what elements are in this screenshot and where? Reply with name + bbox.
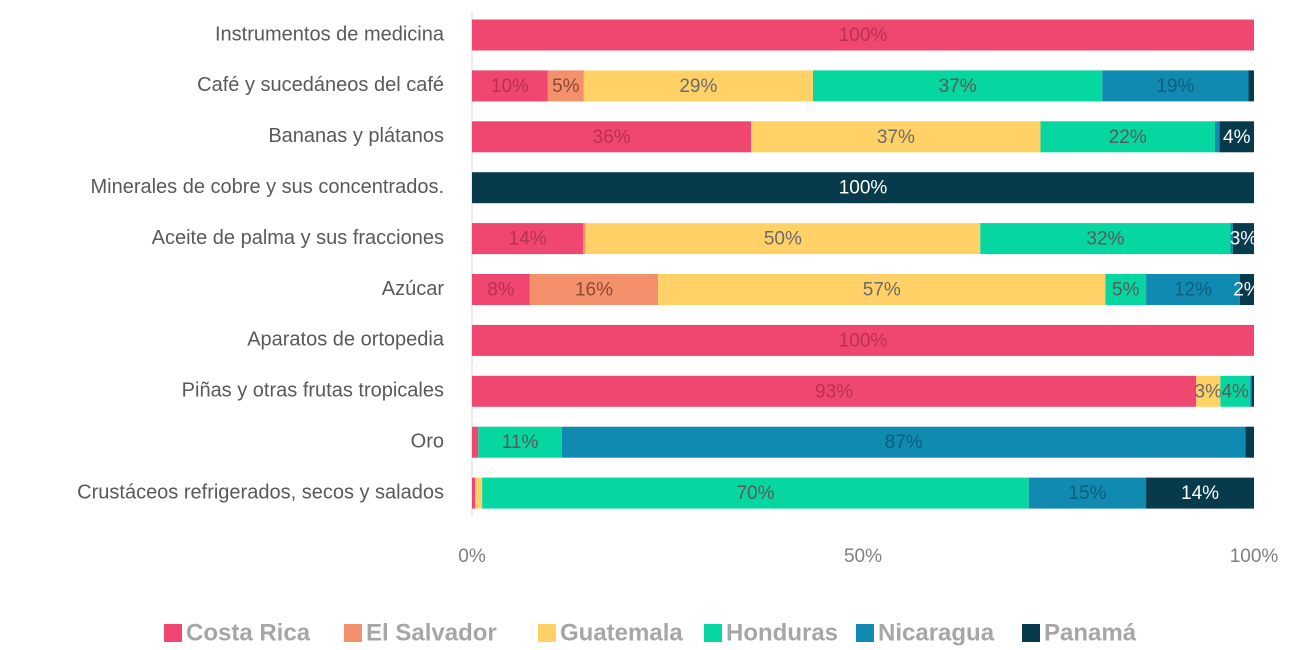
bar-segment: [1196, 375, 1221, 407]
data-label: 12%: [1174, 280, 1212, 301]
category-label: Aparatos de ortopedia: [247, 329, 445, 351]
bar-segment: [812, 70, 1103, 102]
data-label: 37%: [939, 76, 977, 97]
data-label: 37%: [877, 127, 915, 148]
bar-segment: [475, 477, 483, 509]
data-label: 57%: [863, 280, 901, 301]
bar-segment: [472, 172, 1254, 204]
bar-segment: [1245, 426, 1254, 458]
legend-label: Nicaragua: [878, 619, 995, 646]
bar-segment: [1214, 121, 1220, 153]
category-label: Aceite de palma y sus fracciones: [152, 227, 444, 249]
bar-segment: [585, 223, 981, 255]
bar-segment: [472, 324, 1254, 356]
bar-segment: [1219, 121, 1254, 153]
bar-segment: [1239, 274, 1254, 305]
bar-segment: [751, 121, 1041, 153]
legend-label: Panamá: [1044, 619, 1137, 646]
data-label: 93%: [815, 381, 853, 402]
legend-label: Honduras: [726, 619, 838, 646]
data-label: 14%: [509, 229, 547, 250]
bar-segment: [482, 477, 1029, 509]
data-label: 11%: [502, 432, 539, 453]
category-label: Oro: [411, 430, 444, 452]
bar-segment: [472, 223, 584, 255]
x-tick-label: 0%: [458, 546, 486, 567]
data-label: 15%: [1068, 483, 1106, 504]
bar-segment: [561, 426, 1246, 458]
x-tick-label: 50%: [844, 546, 882, 567]
bar-segment: [1251, 375, 1254, 407]
legend-label: Guatemala: [560, 619, 683, 646]
category-label: Minerales de cobre y sus concentrados.: [90, 176, 444, 198]
data-label: 36%: [593, 127, 631, 148]
bar-segment: [1040, 121, 1215, 153]
legend-label: El Salvador: [366, 619, 497, 646]
data-label: 3%: [1195, 381, 1223, 402]
bar-segment: [1102, 70, 1249, 102]
bar-segment: [583, 70, 813, 102]
legend-swatch: [538, 624, 556, 642]
data-label: 16%: [575, 280, 613, 301]
data-label: 10%: [491, 76, 529, 97]
data-label: 4%: [1221, 381, 1249, 402]
bar-segment: [472, 121, 752, 153]
legend-label: Costa Rica: [186, 619, 311, 646]
bar-segment: [1250, 375, 1252, 407]
bar-segment: [1232, 223, 1254, 255]
data-label: 4%: [1223, 127, 1251, 148]
bar-segment: [583, 223, 586, 255]
bar-segment: [472, 274, 530, 305]
data-label: 2%: [1233, 280, 1261, 301]
bar-segment: [472, 426, 479, 458]
category-label: Café y sucedáneos del café: [197, 74, 444, 96]
data-label: 100%: [839, 178, 888, 199]
bar-segment: [472, 19, 1254, 51]
bar-segment: [472, 70, 548, 102]
bar-segment: [1220, 375, 1251, 407]
data-label: 100%: [839, 25, 888, 46]
bar-segment: [472, 477, 476, 509]
bar-segment: [1248, 70, 1254, 102]
bar-segment: [547, 70, 584, 102]
category-label: Azúcar: [382, 278, 445, 300]
data-label: 5%: [1112, 280, 1140, 301]
category-label: Piñas y otras frutas tropicales: [182, 380, 444, 402]
category-label: Instrumentos de medicina: [215, 23, 445, 45]
data-label: 50%: [764, 229, 802, 250]
legend-swatch: [164, 624, 182, 642]
data-label: 22%: [1109, 127, 1147, 148]
bar-segment: [1105, 274, 1147, 305]
data-label: 70%: [736, 483, 774, 504]
data-label: 19%: [1156, 76, 1194, 97]
data-label: 87%: [885, 432, 923, 453]
category-label: Bananas y plátanos: [268, 125, 444, 147]
bar-segment: [658, 274, 1106, 305]
legend-swatch: [1022, 624, 1040, 642]
bar-segment: [529, 274, 659, 305]
bar-segment: [478, 426, 562, 458]
legend-swatch: [704, 624, 722, 642]
data-label: 8%: [487, 280, 515, 301]
legend-swatch: [344, 624, 362, 642]
bar-segment: [1146, 477, 1254, 509]
bar-segment: [1146, 274, 1240, 305]
data-label: 5%: [552, 76, 580, 97]
bar-segment: [980, 223, 1231, 255]
bar-segment: [472, 375, 1197, 407]
data-label: 14%: [1181, 483, 1219, 504]
data-label: 100%: [839, 330, 888, 351]
data-label: 32%: [1086, 229, 1124, 250]
bar-segment: [1230, 223, 1233, 255]
bar-segment: [1028, 477, 1147, 509]
category-label: Crustáceos refrigerados, secos y salados: [77, 481, 444, 503]
data-label: 29%: [679, 76, 717, 97]
legend-swatch: [856, 624, 874, 642]
data-label: 3%: [1230, 229, 1258, 250]
x-tick-label: 100%: [1230, 546, 1279, 567]
